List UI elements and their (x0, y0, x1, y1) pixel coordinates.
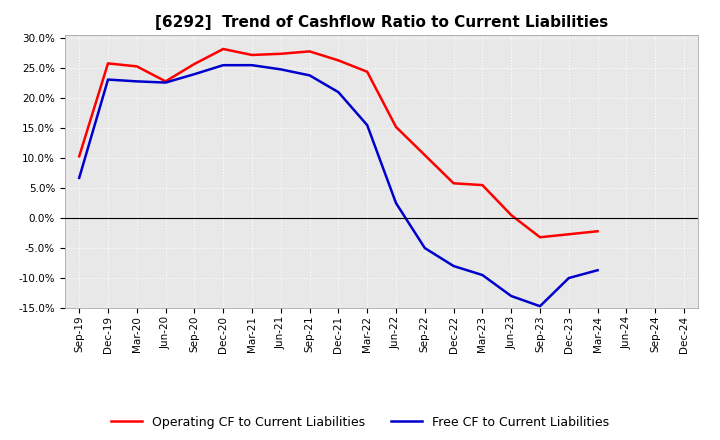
Operating CF to Current Liabilities (593, 229, 602, 234)
Free CF to Current Liabilities (276, 67, 285, 72)
Free CF to Current Liabilities (248, 62, 256, 68)
Operating CF to Current Liabilities (248, 52, 256, 58)
Operating CF to Current Liabilities (564, 231, 573, 237)
Operating CF to Current Liabilities (75, 154, 84, 159)
Operating CF to Current Liabilities (536, 235, 544, 240)
Operating CF to Current Liabilities (132, 64, 141, 69)
Operating CF to Current Liabilities (104, 61, 112, 66)
Free CF to Current Liabilities (190, 72, 199, 77)
Free CF to Current Liabilities (161, 80, 170, 85)
Operating CF to Current Liabilities (219, 46, 228, 51)
Free CF to Current Liabilities (536, 304, 544, 309)
Free CF to Current Liabilities (219, 62, 228, 68)
Free CF to Current Liabilities (449, 264, 458, 269)
Operating CF to Current Liabilities (334, 58, 343, 63)
Free CF to Current Liabilities (564, 275, 573, 281)
Operating CF to Current Liabilities (305, 49, 314, 54)
Operating CF to Current Liabilities (190, 61, 199, 66)
Line: Free CF to Current Liabilities: Free CF to Current Liabilities (79, 65, 598, 306)
Operating CF to Current Liabilities (161, 79, 170, 84)
Free CF to Current Liabilities (75, 175, 84, 180)
Free CF to Current Liabilities (104, 77, 112, 82)
Free CF to Current Liabilities (420, 246, 429, 251)
Free CF to Current Liabilities (507, 293, 516, 299)
Operating CF to Current Liabilities (478, 183, 487, 188)
Free CF to Current Liabilities (593, 268, 602, 273)
Legend: Operating CF to Current Liabilities, Free CF to Current Liabilities: Operating CF to Current Liabilities, Fre… (106, 411, 614, 434)
Free CF to Current Liabilities (132, 79, 141, 84)
Operating CF to Current Liabilities (276, 51, 285, 56)
Line: Operating CF to Current Liabilities: Operating CF to Current Liabilities (79, 49, 598, 237)
Free CF to Current Liabilities (392, 201, 400, 206)
Operating CF to Current Liabilities (363, 69, 372, 74)
Operating CF to Current Liabilities (507, 213, 516, 218)
Operating CF to Current Liabilities (420, 153, 429, 158)
Free CF to Current Liabilities (363, 122, 372, 128)
Free CF to Current Liabilities (305, 73, 314, 78)
Operating CF to Current Liabilities (392, 124, 400, 129)
Free CF to Current Liabilities (334, 89, 343, 95)
Operating CF to Current Liabilities (449, 181, 458, 186)
Free CF to Current Liabilities (478, 272, 487, 278)
Title: [6292]  Trend of Cashflow Ratio to Current Liabilities: [6292] Trend of Cashflow Ratio to Curren… (155, 15, 608, 30)
